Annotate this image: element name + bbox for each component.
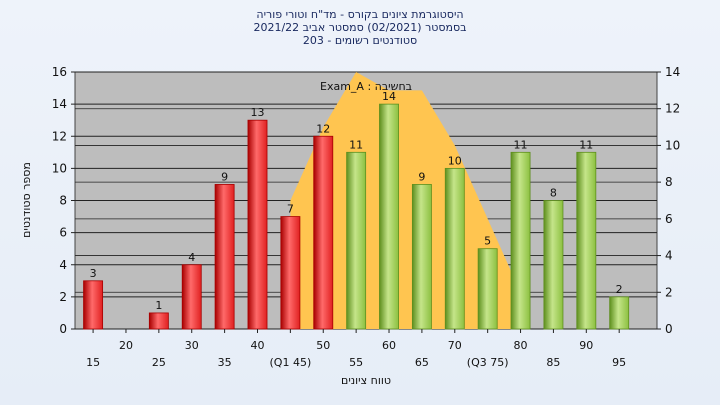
title-line-1: היסטוגרמת ציונים בקורס - מד"ח וטורי פורי…	[256, 8, 464, 21]
x-tick-label: 55	[349, 356, 363, 369]
bar	[247, 119, 268, 330]
chart-annotation: Exam_A : בחשיבה	[320, 80, 412, 93]
y-tick-label: 2	[59, 290, 67, 304]
x-tick-label: (Q3 75)	[467, 356, 509, 369]
bar-value-label: 5	[484, 235, 491, 248]
y-tick-label: 6	[59, 226, 67, 240]
bar-value-label: 11	[579, 138, 593, 151]
x-tick-label: 60	[382, 339, 396, 352]
bar-value-label: 4	[188, 251, 195, 264]
bar	[411, 184, 432, 330]
x-tick-label: 90	[579, 339, 593, 352]
x-tick-label: 50	[316, 339, 330, 352]
y-tick-label: 10	[52, 161, 67, 175]
bar	[510, 151, 531, 330]
bar	[83, 280, 104, 330]
y2-tick-label: 14	[665, 65, 680, 79]
bar-value-label: 3	[90, 267, 97, 280]
x-tick-label: 25	[152, 356, 166, 369]
y-tick-label: 14	[52, 97, 67, 111]
y2-tick-label: 12	[665, 102, 680, 116]
y-axis-right: 0 2 4 6 8 10 12 14	[657, 65, 680, 336]
bar	[444, 167, 465, 330]
y2-tick-label: 4	[665, 249, 673, 263]
y2-tick-label: 0	[665, 322, 673, 336]
y-tick-label: 12	[52, 129, 67, 143]
y2-tick-label: 10	[665, 138, 680, 152]
y2-tick-label: 8	[665, 175, 673, 189]
bar-value-label: 9	[418, 170, 425, 183]
title-line-3: סטודנטים רשומים - 203	[302, 34, 418, 47]
y-tick-label: 8	[59, 194, 67, 208]
x-tick-label: 30	[185, 339, 199, 352]
x-tick-label: 15	[86, 356, 100, 369]
x-axis-label: טווח ציונים	[341, 374, 391, 387]
y-axis-left: 0 2 4 6 8 10 12 14 16	[52, 65, 75, 336]
bar	[280, 216, 301, 330]
x-tick-label: 80	[514, 339, 528, 352]
y-tick-label: 4	[59, 258, 67, 272]
x-tick-label: 70	[448, 339, 462, 352]
y-axis-label: מספר סטודנטים	[20, 162, 33, 238]
bar	[477, 248, 498, 330]
bar-value-label: 1	[155, 299, 162, 312]
x-tick-label: (Q1 45)	[270, 356, 312, 369]
bar-value-label: 12	[316, 122, 330, 135]
x-tick-label: 85	[546, 356, 560, 369]
chart-title: היסטוגרמת ציונים בקורס - מד"ח וטורי פורי…	[0, 8, 720, 47]
x-tick-label: 95	[612, 356, 626, 369]
y2-tick-label: 6	[665, 212, 673, 226]
bar-value-label: 11	[514, 138, 528, 151]
bar-value-label: 7	[287, 203, 294, 216]
bar	[379, 103, 399, 330]
bar	[148, 312, 169, 330]
bar-value-label: 9	[221, 170, 228, 183]
bar	[181, 264, 202, 330]
x-axis: 15 20 25 30 35 40 (Q1 45) 50 55 60 65 70 (Q3 75) 80 85…	[86, 329, 626, 369]
x-tick-label: 35	[218, 356, 232, 369]
y2-tick-label: 2	[665, 285, 673, 299]
bar-value-label: 2	[616, 283, 623, 296]
bar-value-label: 8	[550, 187, 557, 200]
y-tick-label: 0	[59, 322, 67, 336]
bar-value-label: 11	[349, 138, 363, 151]
bars	[83, 103, 630, 330]
bar	[609, 296, 630, 330]
bar-value-label: 10	[448, 154, 462, 167]
bar	[576, 151, 597, 330]
bar	[313, 135, 334, 330]
y-tick-label: 16	[52, 65, 67, 79]
bar	[214, 184, 235, 330]
bar	[346, 151, 367, 330]
bar-value-label: 14	[382, 90, 396, 103]
bar-value-label: 13	[250, 106, 264, 119]
x-tick-label: 40	[250, 339, 264, 352]
title-line-2: בסמסטר (02/2021) סמסטר אביב 2021/22	[253, 21, 467, 34]
bar	[543, 200, 564, 330]
x-tick-label: 65	[415, 356, 429, 369]
x-tick-label: 20	[119, 339, 133, 352]
